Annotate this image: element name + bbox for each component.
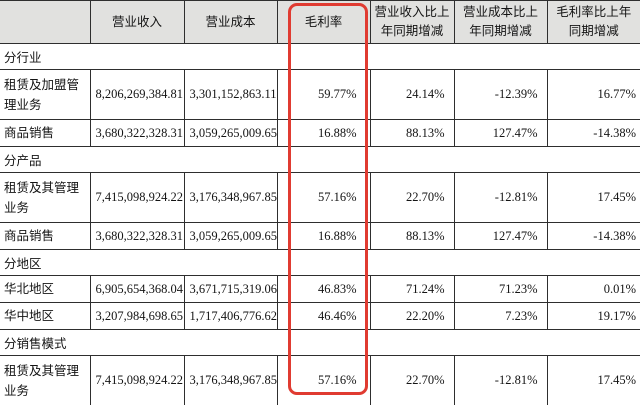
cost-value: 3,176,348,967.85	[183, 355, 278, 405]
revenue-yoy-value: 88.13%	[369, 222, 455, 250]
cost-value: 1,717,406,776.62	[183, 302, 278, 330]
gross-margin-value: 57.16%	[276, 355, 371, 405]
revenue-yoy-value: 24.14%	[369, 69, 455, 120]
revenue-value: 3,680,322,328.31	[89, 222, 185, 250]
table-header: 营业收入 营业成本 毛利率 营业收入比上年同期增减 营业成本比上年同期增减 毛利率比上年同…	[0, 0, 640, 44]
revenue-value: 8,206,269,384.81	[89, 69, 185, 120]
revenue-yoy-value: 88.13%	[369, 119, 455, 147]
row-label: 租赁及其管理业务	[0, 172, 91, 223]
cost-yoy-value: -12.81%	[453, 355, 548, 405]
table-row: 租赁及加盟管理业务 8,206,269,384.81 3,301,152,863.1…	[0, 69, 640, 120]
table-row: 租赁及其管理业务 7,415,098,924.22 3,176,348,967.85…	[0, 355, 640, 405]
row-label: 商品销售	[0, 222, 91, 250]
table-row: 华北地区 6,905,654,368.04 3,671,715,319.06 46.8…	[0, 275, 640, 303]
column-header-1: 营业收入	[89, 0, 185, 44]
gross-margin-value: 16.88%	[276, 119, 371, 147]
cost-yoy-value: -12.39%	[453, 69, 548, 120]
cost-value: 3,059,265,009.65	[183, 222, 278, 250]
gross-margin-value: 46.83%	[276, 275, 371, 303]
margin-yoy-value: 19.17%	[546, 302, 640, 330]
section-row: 分销售模式	[0, 329, 640, 356]
section-label: 分行业	[0, 43, 640, 70]
margin-yoy-value: 16.77%	[546, 69, 640, 120]
column-header-3: 毛利率	[276, 0, 371, 44]
column-header-0	[0, 0, 91, 44]
cost-yoy-value: 7.23%	[453, 302, 548, 330]
column-header-4: 营业收入比上年同期增减	[369, 0, 455, 44]
table-row: 商品销售 3,680,322,328.31 3,059,265,009.65 16.8…	[0, 119, 640, 147]
revenue-value: 3,207,984,698.65	[89, 302, 185, 330]
revenue-value: 3,680,322,328.31	[89, 119, 185, 147]
section-label: 分地区	[0, 249, 640, 276]
section-row: 分产品	[0, 146, 640, 173]
revenue-yoy-value: 22.20%	[369, 302, 455, 330]
section-row: 分行业	[0, 43, 640, 70]
margin-yoy-value: -14.38%	[546, 119, 640, 147]
cost-value: 3,059,265,009.65	[183, 119, 278, 147]
margin-yoy-value: 17.45%	[546, 355, 640, 405]
row-label: 华中地区	[0, 302, 91, 330]
margin-yoy-value: 0.01%	[546, 275, 640, 303]
gross-margin-value: 46.46%	[276, 302, 371, 330]
revenue-yoy-value: 22.70%	[369, 355, 455, 405]
cost-yoy-value: 71.23%	[453, 275, 548, 303]
section-label: 分销售模式	[0, 329, 640, 356]
table-body: 分行业 租赁及加盟管理业务 8,206,269,384.81 3,301,152,86…	[0, 43, 640, 405]
revenue-yoy-value: 71.24%	[369, 275, 455, 303]
cost-value: 3,301,152,863.11	[183, 69, 278, 120]
cost-value: 3,176,348,967.85	[183, 172, 278, 223]
row-label: 租赁及其管理业务	[0, 355, 91, 405]
gross-margin-value: 59.77%	[276, 69, 371, 120]
table-row: 商品销售 3,680,322,328.31 3,059,265,009.65 16.8…	[0, 222, 640, 250]
margin-yoy-value: -14.38%	[546, 222, 640, 250]
row-label: 租赁及加盟管理业务	[0, 69, 91, 120]
column-header-6: 毛利率比上年同期增减	[546, 0, 640, 44]
table-row: 华中地区 3,207,984,698.65 1,717,406,776.62 46.4…	[0, 302, 640, 330]
cost-yoy-value: -12.81%	[453, 172, 548, 223]
row-label: 华北地区	[0, 275, 91, 303]
revenue-yoy-value: 22.70%	[369, 172, 455, 223]
column-header-5: 营业成本比上年同期增减	[453, 0, 548, 44]
cost-yoy-value: 127.47%	[453, 222, 548, 250]
revenue-value: 7,415,098,924.22	[89, 172, 185, 223]
section-row: 分地区	[0, 249, 640, 276]
revenue-value: 7,415,098,924.22	[89, 355, 185, 405]
revenue-value: 6,905,654,368.04	[89, 275, 185, 303]
table-row: 租赁及其管理业务 7,415,098,924.22 3,176,348,967.85…	[0, 172, 640, 223]
cost-value: 3,671,715,319.06	[183, 275, 278, 303]
column-header-2: 营业成本	[183, 0, 278, 44]
margin-yoy-value: 17.45%	[546, 172, 640, 223]
header-row: 营业收入 营业成本 毛利率 营业收入比上年同期增减 营业成本比上年同期增减 毛利率比上年同…	[0, 0, 640, 44]
cost-yoy-value: 127.47%	[453, 119, 548, 147]
row-label: 商品销售	[0, 119, 91, 147]
gross-margin-value: 57.16%	[276, 172, 371, 223]
section-label: 分产品	[0, 146, 640, 173]
gross-margin-value: 16.88%	[276, 222, 371, 250]
